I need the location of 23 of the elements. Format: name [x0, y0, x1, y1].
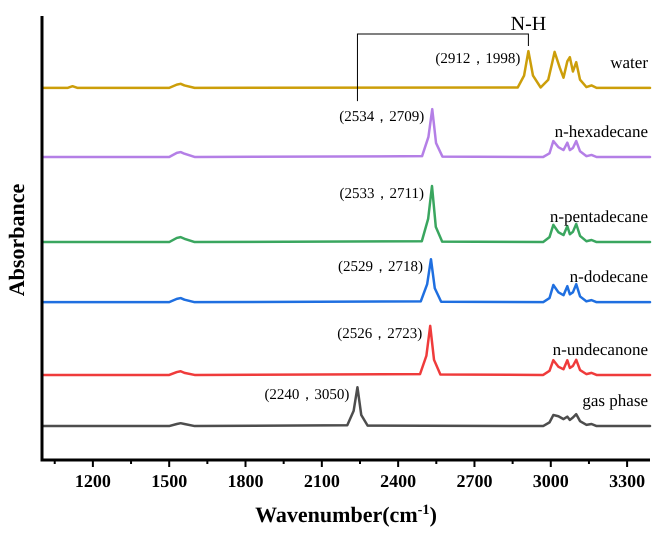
annotation: (2912，1998) [435, 51, 520, 68]
annotation: (2240，3050) [264, 387, 350, 404]
x-tick-label: 3300 [609, 471, 646, 491]
x-tick-label: 2400 [380, 471, 416, 491]
annotation: (2529，2718) [338, 259, 423, 276]
x-tick-label: 2100 [304, 471, 340, 491]
x-tick-label: 2700 [456, 471, 492, 491]
series-label: n-hexadecane [554, 122, 648, 141]
x-axis-title: Wavenumber(cm$^{-1}$) [255, 502, 437, 527]
series-label: n-undecanone [552, 340, 648, 359]
y-axis-title: Absorbance [4, 184, 29, 296]
annotation: (2533，2711) [340, 186, 424, 202]
x-tick-label: 1800 [228, 471, 264, 491]
series-label: water [610, 52, 648, 72]
series-label: n-pentadecane [550, 207, 648, 226]
annotation: (2526，2723) [337, 326, 422, 342]
series-label: gas phase [582, 391, 648, 410]
annotation: N-H [510, 13, 546, 35]
series-label: n-dodecane [570, 267, 648, 286]
x-tick-label: 1500 [151, 471, 188, 491]
x-tick-label: 1200 [74, 471, 111, 491]
annotation: (2534，2709) [339, 109, 424, 126]
x-tick-label: 3000 [532, 471, 569, 491]
